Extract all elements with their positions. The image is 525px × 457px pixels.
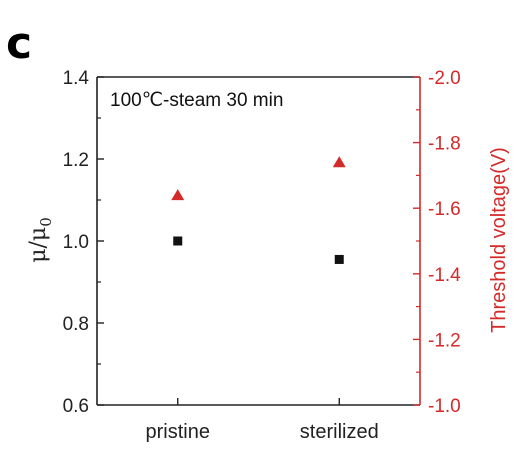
axes (96, 76, 421, 406)
data-marks (171, 156, 346, 264)
y-right-tick-label: -1.2 (428, 330, 461, 351)
y-axis-left-label: μ/μ0 (26, 217, 55, 263)
x-tick-label: sterilized (300, 421, 379, 443)
y-right-tick-label: -1.4 (428, 265, 461, 286)
y-axis-left-label-sub: 0 (37, 217, 55, 227)
y-right-tick-label: -2.0 (428, 68, 461, 89)
chart-annotation: 100℃-steam 30 min (110, 90, 283, 111)
y-axis-right-label: Threshold voltage(V) (488, 147, 510, 333)
y-left-tick-label: 0.6 (63, 396, 89, 417)
y-right-tick-label: -1.6 (428, 199, 461, 220)
triangle-marker (332, 156, 346, 168)
ticks: 0.6 0.8 1.0 1.2 1.4 -1.0 -1.2 -1.4 -1.6 -1.8 -2.0 p… (63, 68, 462, 443)
y-left-tick-label: 1.0 (63, 232, 89, 253)
y-axis-left-label-main: μ/μ (26, 227, 51, 263)
y-right-tick-label: -1.8 (428, 134, 461, 155)
square-marker (173, 236, 183, 246)
y-left-tick-label: 0.8 (63, 314, 89, 335)
x-tick-label: pristine (146, 421, 210, 443)
square-marker (334, 254, 344, 264)
y-left-tick-label: 1.4 (63, 68, 90, 89)
y-left-tick-label: 1.2 (63, 150, 89, 171)
panel-label: c (6, 18, 32, 69)
y-right-tick-label: -1.0 (428, 396, 461, 417)
triangle-marker (171, 189, 185, 201)
